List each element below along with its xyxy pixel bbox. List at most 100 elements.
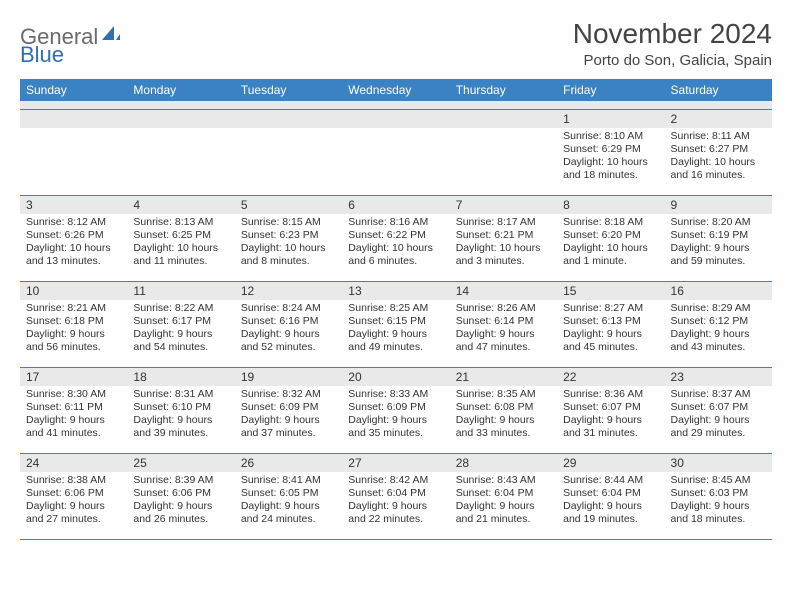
day-cell: 18Sunrise: 8:31 AMSunset: 6:10 PMDayligh… — [127, 367, 234, 453]
day-number: 15 — [557, 282, 664, 300]
sunrise-text: Sunrise: 8:44 AM — [563, 474, 658, 487]
day-number: 16 — [665, 282, 772, 300]
sunrise-text: Sunrise: 8:26 AM — [456, 302, 551, 315]
day-cell: 12Sunrise: 8:24 AMSunset: 6:16 PMDayligh… — [235, 281, 342, 367]
month-title: November 2024 — [573, 18, 772, 50]
daylight-text: Daylight: 9 hours and 35 minutes. — [348, 414, 443, 440]
day-number: 22 — [557, 368, 664, 386]
day-details: Sunrise: 8:44 AMSunset: 6:04 PMDaylight:… — [557, 472, 664, 531]
day-cell: 11Sunrise: 8:22 AMSunset: 6:17 PMDayligh… — [127, 281, 234, 367]
day-details: Sunrise: 8:20 AMSunset: 6:19 PMDaylight:… — [665, 214, 772, 273]
sunset-text: Sunset: 6:14 PM — [456, 315, 551, 328]
daylight-text: Daylight: 9 hours and 22 minutes. — [348, 500, 443, 526]
day-cell: 29Sunrise: 8:44 AMSunset: 6:04 PMDayligh… — [557, 453, 664, 539]
title-block: November 2024 Porto do Son, Galicia, Spa… — [573, 18, 772, 69]
day-details: Sunrise: 8:16 AMSunset: 6:22 PMDaylight:… — [342, 214, 449, 273]
sunset-text: Sunset: 6:04 PM — [563, 487, 658, 500]
day-details: Sunrise: 8:17 AMSunset: 6:21 PMDaylight:… — [450, 214, 557, 273]
day-details: Sunrise: 8:12 AMSunset: 6:26 PMDaylight:… — [20, 214, 127, 273]
sunrise-text: Sunrise: 8:17 AM — [456, 216, 551, 229]
day-number: 21 — [450, 368, 557, 386]
day-cell: 22Sunrise: 8:36 AMSunset: 6:07 PMDayligh… — [557, 367, 664, 453]
sunrise-text: Sunrise: 8:39 AM — [133, 474, 228, 487]
daylight-text: Daylight: 9 hours and 29 minutes. — [671, 414, 766, 440]
day-number: 12 — [235, 282, 342, 300]
day-details: Sunrise: 8:38 AMSunset: 6:06 PMDaylight:… — [20, 472, 127, 531]
sunrise-text: Sunrise: 8:22 AM — [133, 302, 228, 315]
day-number: 13 — [342, 282, 449, 300]
sunrise-text: Sunrise: 8:11 AM — [671, 130, 766, 143]
day-details: Sunrise: 8:45 AMSunset: 6:03 PMDaylight:… — [665, 472, 772, 531]
sunrise-text: Sunrise: 8:43 AM — [456, 474, 551, 487]
day-cell: 30Sunrise: 8:45 AMSunset: 6:03 PMDayligh… — [665, 453, 772, 539]
daylight-text: Daylight: 9 hours and 37 minutes. — [241, 414, 336, 440]
sunset-text: Sunset: 6:08 PM — [456, 401, 551, 414]
day-number: 30 — [665, 454, 772, 472]
sunset-text: Sunset: 6:22 PM — [348, 229, 443, 242]
day-details: Sunrise: 8:36 AMSunset: 6:07 PMDaylight:… — [557, 386, 664, 445]
sunset-text: Sunset: 6:19 PM — [671, 229, 766, 242]
daylight-text: Daylight: 9 hours and 39 minutes. — [133, 414, 228, 440]
sunrise-text: Sunrise: 8:33 AM — [348, 388, 443, 401]
daylight-text: Daylight: 9 hours and 52 minutes. — [241, 328, 336, 354]
day-details: Sunrise: 8:35 AMSunset: 6:08 PMDaylight:… — [450, 386, 557, 445]
day-number: 19 — [235, 368, 342, 386]
daylight-text: Daylight: 9 hours and 47 minutes. — [456, 328, 551, 354]
sunset-text: Sunset: 6:23 PM — [241, 229, 336, 242]
day-number: 20 — [342, 368, 449, 386]
sunrise-text: Sunrise: 8:31 AM — [133, 388, 228, 401]
sunrise-text: Sunrise: 8:13 AM — [133, 216, 228, 229]
weekday-header: Sunday — [20, 79, 127, 101]
day-cell — [127, 109, 234, 195]
daylight-text: Daylight: 9 hours and 54 minutes. — [133, 328, 228, 354]
day-cell: 13Sunrise: 8:25 AMSunset: 6:15 PMDayligh… — [342, 281, 449, 367]
day-details: Sunrise: 8:18 AMSunset: 6:20 PMDaylight:… — [557, 214, 664, 273]
day-number: 9 — [665, 196, 772, 214]
sunrise-text: Sunrise: 8:36 AM — [563, 388, 658, 401]
day-cell: 7Sunrise: 8:17 AMSunset: 6:21 PMDaylight… — [450, 195, 557, 281]
sunrise-text: Sunrise: 8:37 AM — [671, 388, 766, 401]
sunset-text: Sunset: 6:17 PM — [133, 315, 228, 328]
day-details: Sunrise: 8:29 AMSunset: 6:12 PMDaylight:… — [665, 300, 772, 359]
weekday-header-row: Sunday Monday Tuesday Wednesday Thursday… — [20, 79, 772, 101]
sunset-text: Sunset: 6:18 PM — [26, 315, 121, 328]
sunset-text: Sunset: 6:26 PM — [26, 229, 121, 242]
sunrise-text: Sunrise: 8:29 AM — [671, 302, 766, 315]
sunrise-text: Sunrise: 8:15 AM — [241, 216, 336, 229]
day-cell — [20, 109, 127, 195]
day-number — [450, 110, 557, 128]
daylight-text: Daylight: 9 hours and 49 minutes. — [348, 328, 443, 354]
week-row: 1Sunrise: 8:10 AMSunset: 6:29 PMDaylight… — [20, 109, 772, 195]
day-number: 25 — [127, 454, 234, 472]
day-number: 28 — [450, 454, 557, 472]
day-cell: 15Sunrise: 8:27 AMSunset: 6:13 PMDayligh… — [557, 281, 664, 367]
weekday-header: Thursday — [450, 79, 557, 101]
day-cell: 9Sunrise: 8:20 AMSunset: 6:19 PMDaylight… — [665, 195, 772, 281]
sunrise-text: Sunrise: 8:38 AM — [26, 474, 121, 487]
daylight-text: Daylight: 10 hours and 13 minutes. — [26, 242, 121, 268]
sunrise-text: Sunrise: 8:20 AM — [671, 216, 766, 229]
sunrise-text: Sunrise: 8:32 AM — [241, 388, 336, 401]
day-number: 17 — [20, 368, 127, 386]
daylight-text: Daylight: 9 hours and 27 minutes. — [26, 500, 121, 526]
sunrise-text: Sunrise: 8:24 AM — [241, 302, 336, 315]
sunset-text: Sunset: 6:11 PM — [26, 401, 121, 414]
weekday-header: Tuesday — [235, 79, 342, 101]
day-number: 23 — [665, 368, 772, 386]
sunset-text: Sunset: 6:03 PM — [671, 487, 766, 500]
day-cell: 4Sunrise: 8:13 AMSunset: 6:25 PMDaylight… — [127, 195, 234, 281]
daylight-text: Daylight: 10 hours and 16 minutes. — [671, 156, 766, 182]
day-details: Sunrise: 8:41 AMSunset: 6:05 PMDaylight:… — [235, 472, 342, 531]
day-number: 24 — [20, 454, 127, 472]
daylight-text: Daylight: 9 hours and 56 minutes. — [26, 328, 121, 354]
day-cell: 6Sunrise: 8:16 AMSunset: 6:22 PMDaylight… — [342, 195, 449, 281]
logo-text-blue-wrap: Blue — [20, 44, 64, 67]
sunset-text: Sunset: 6:13 PM — [563, 315, 658, 328]
daylight-text: Daylight: 9 hours and 31 minutes. — [563, 414, 658, 440]
day-details: Sunrise: 8:37 AMSunset: 6:07 PMDaylight:… — [665, 386, 772, 445]
day-details: Sunrise: 8:15 AMSunset: 6:23 PMDaylight:… — [235, 214, 342, 273]
day-number: 7 — [450, 196, 557, 214]
day-cell — [235, 109, 342, 195]
day-number: 5 — [235, 196, 342, 214]
daylight-text: Daylight: 9 hours and 41 minutes. — [26, 414, 121, 440]
